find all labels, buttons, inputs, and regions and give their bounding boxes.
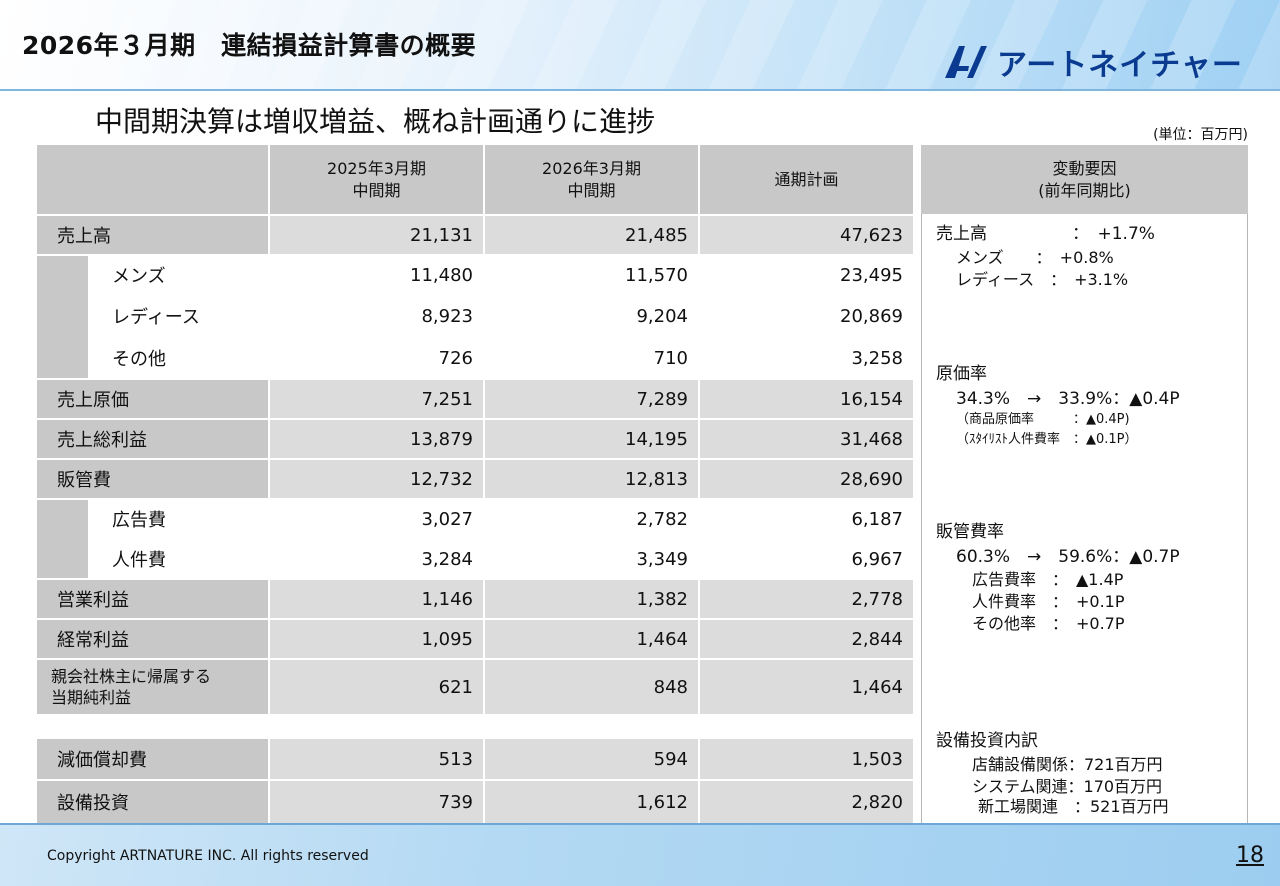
cell-value: 23,495 <box>700 256 913 294</box>
logo-text: アートネイチャー <box>997 48 1243 83</box>
cell-value: 12,813 <box>485 460 698 498</box>
factor-cost-item: （ｽﾀｲﾘｽﾄ人件費率 ：▲0.1P） <box>956 432 1138 447</box>
logo-mark-icon <box>945 46 987 78</box>
factor-cost-change: 34.3% → 33.9%：▲0.4P <box>956 389 1180 409</box>
factor-sga-item: 人件費率 ： +0.1P <box>972 592 1125 611</box>
cell-value: 12,732 <box>270 460 483 498</box>
cell-value: 1,464 <box>700 660 913 714</box>
copyright-text: Copyright ARTNATURE INC. All rights rese… <box>47 848 369 864</box>
factor-sales-title: 売上高 <box>936 224 987 244</box>
cell-value: 28,690 <box>700 460 913 498</box>
cell-value: 13,879 <box>270 420 483 458</box>
row-label-mens: メンズ <box>90 256 268 294</box>
footer-band <box>0 824 1280 886</box>
cell-value: 14,195 <box>485 420 698 458</box>
factors-panel-header: 変動要因 (前年同期比) <box>921 145 1248 214</box>
row-label-other: その他 <box>90 338 268 378</box>
cell-value: 726 <box>270 338 483 378</box>
cell-value: 6,967 <box>700 540 913 578</box>
factor-sales-value: ： +1.7% <box>1072 224 1155 244</box>
column-header-plan: 通期計画 <box>700 145 913 214</box>
cell-value: 3,349 <box>485 540 698 578</box>
indent-spacer <box>37 500 88 578</box>
cell-value: 3,258 <box>700 338 913 378</box>
cell-value: 20,869 <box>700 296 913 336</box>
cell-value: 1,612 <box>485 781 698 823</box>
row-label-personnel: 人件費 <box>90 540 268 578</box>
factor-sales-mens: メンズ ： +0.8% <box>956 248 1114 267</box>
slide-title: 2026年３月期 連結損益計算書の概要 <box>22 31 477 60</box>
cell-value: 31,468 <box>700 420 913 458</box>
cell-value: 3,284 <box>270 540 483 578</box>
unit-label: (単位：百万円) <box>1153 127 1248 143</box>
cell-value: 2,820 <box>700 781 913 823</box>
row-label-advertising: 広告費 <box>90 500 268 538</box>
cell-value: 1,146 <box>270 580 483 618</box>
cell-value: 739 <box>270 781 483 823</box>
factor-capex-item: システム関連：170百万円 <box>972 777 1163 796</box>
cell-value: 7,251 <box>270 380 483 418</box>
cell-value: 1,095 <box>270 620 483 658</box>
factor-sga-title: 販管費率 <box>936 522 1004 542</box>
column-header-current: 2026年3月期 中間期 <box>485 145 698 214</box>
cell-value: 1,464 <box>485 620 698 658</box>
cell-value: 21,485 <box>485 216 698 254</box>
factor-cost-title: 原価率 <box>936 364 987 384</box>
factor-sales-ladies: レディース ： +3.1% <box>956 270 1129 289</box>
cell-value: 1,382 <box>485 580 698 618</box>
cell-value: 11,570 <box>485 256 698 294</box>
cell-value: 11,480 <box>270 256 483 294</box>
row-label-operating-income: 営業利益 <box>37 580 268 618</box>
factor-cost-item: （商品原価率 ：▲0.4P) <box>956 412 1130 427</box>
footer-divider <box>0 823 1280 825</box>
cell-value: 16,154 <box>700 380 913 418</box>
cell-value: 9,204 <box>485 296 698 336</box>
row-label-ordinary-income: 経常利益 <box>37 620 268 658</box>
cell-value: 513 <box>270 739 483 779</box>
factor-capex-item: 店舗設備関係：721百万円 <box>972 755 1163 774</box>
cell-value: 2,778 <box>700 580 913 618</box>
row-label-capex: 設備投資 <box>37 781 268 823</box>
header-band <box>0 0 1280 90</box>
cell-value: 3,027 <box>270 500 483 538</box>
factor-sga-item: その他率 ： +0.7P <box>972 614 1125 633</box>
row-label-ladies: レディース <box>90 296 268 336</box>
cell-value: 621 <box>270 660 483 714</box>
cell-value: 21,131 <box>270 216 483 254</box>
header-corner-cell <box>37 145 268 214</box>
factor-sga-change: 60.3% → 59.6%：▲0.7P <box>956 547 1180 567</box>
row-label-depreciation: 減価償却費 <box>37 739 268 779</box>
factor-capex-item: 新工場関連 ：521百万円 <box>978 797 1169 816</box>
cell-value: 47,623 <box>700 216 913 254</box>
factors-panel: 売上高 ： +1.7% メンズ ： +0.8% レディース ： +3.1% 原価… <box>921 214 1248 824</box>
row-label-gross-profit: 売上総利益 <box>37 420 268 458</box>
row-label-cogs: 売上原価 <box>37 380 268 418</box>
company-logo: アートネイチャー <box>943 42 1243 83</box>
cell-value: 2,844 <box>700 620 913 658</box>
row-label-sales: 売上高 <box>37 216 268 254</box>
cell-value: 710 <box>485 338 698 378</box>
cell-value: 8,923 <box>270 296 483 336</box>
cell-value: 6,187 <box>700 500 913 538</box>
row-label-net-income: 親会社株主に帰属する 当期純利益 <box>37 660 268 714</box>
factor-sga-item: 広告費率 ： ▲1.4P <box>972 570 1124 589</box>
column-header-prev: 2025年3月期 中間期 <box>270 145 483 214</box>
slide-subtitle: 中間期決算は増収増益、概ね計画通りに進捗 <box>95 105 656 138</box>
cell-value: 848 <box>485 660 698 714</box>
cell-value: 594 <box>485 739 698 779</box>
cell-value: 7,289 <box>485 380 698 418</box>
header-divider <box>0 89 1280 91</box>
page-number: 18 <box>1236 843 1264 868</box>
indent-spacer <box>37 256 88 378</box>
cell-value: 2,782 <box>485 500 698 538</box>
factor-capex-title: 設備投資内訳 <box>936 731 1038 751</box>
row-label-sga: 販管費 <box>37 460 268 498</box>
cell-value: 1,503 <box>700 739 913 779</box>
